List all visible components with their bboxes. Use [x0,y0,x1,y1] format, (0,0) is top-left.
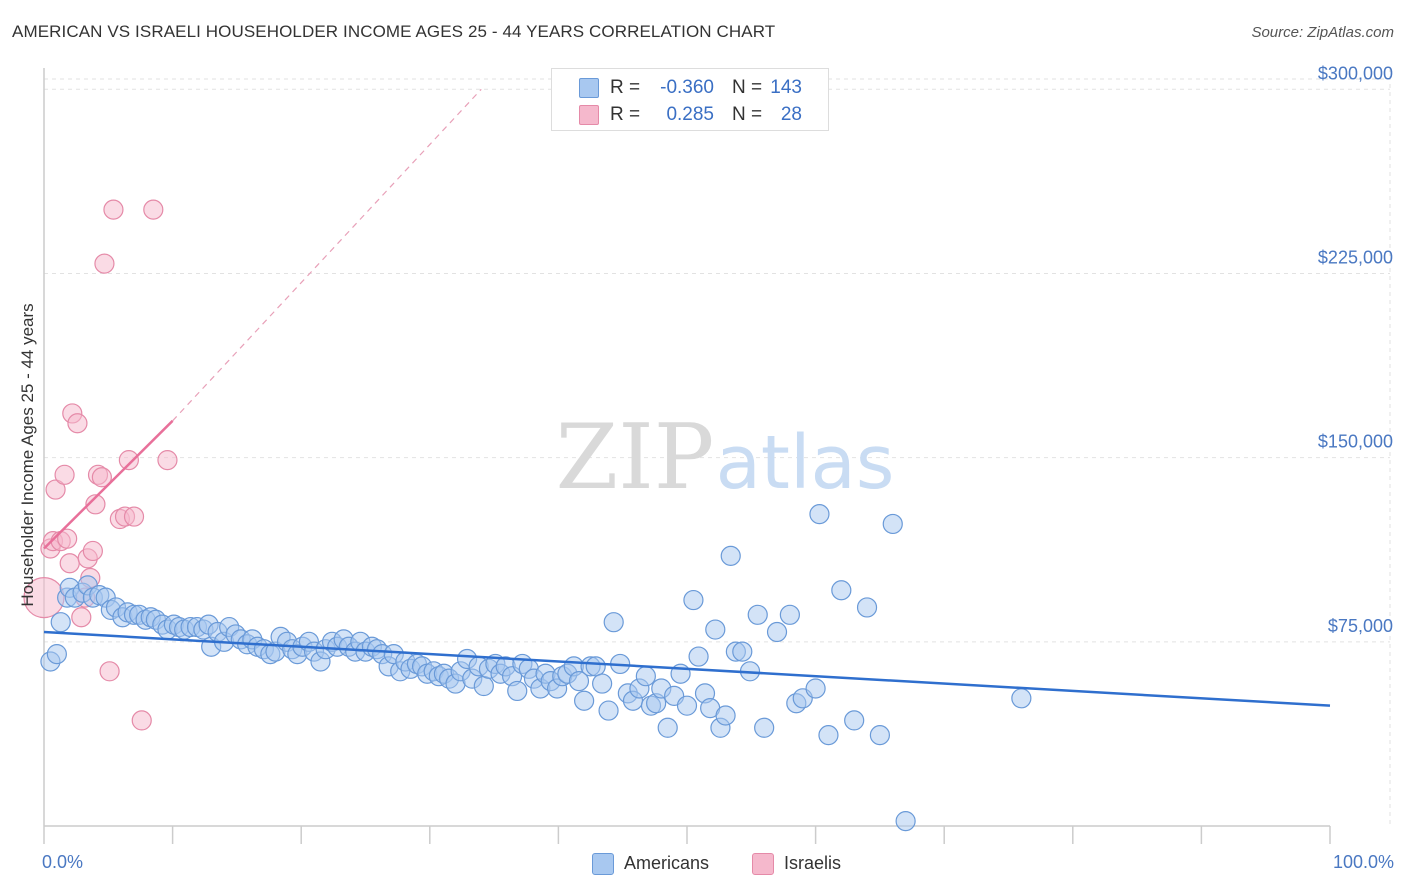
israelis-trend-extension [172,88,482,422]
americans-point [766,621,788,643]
grid-lines [44,68,1391,826]
n-label: N = [732,77,763,98]
source-label: Source: ZipAtlas.com [1251,24,1394,41]
israelis-point [99,661,120,682]
israelis-point [59,553,80,574]
israelis-point [71,607,92,628]
israelis-point [82,540,103,562]
r-label: R = [610,77,641,98]
y-tick-label: $75,000 [1328,616,1393,636]
israelis-point [131,710,152,731]
americans-point [869,725,891,746]
correlation-legend: R = -0.360 N = 143 R = 0.285 N = 28 [551,68,829,131]
legend-swatch-israelis [752,853,774,875]
americans-point [592,673,613,694]
n-value: 28 [780,104,802,125]
israelis-point [45,479,66,500]
americans-point [844,710,865,731]
americans-point [705,619,726,640]
legend-swatch-americans [592,853,614,875]
watermark-zip: ZIP [556,405,715,510]
x-tick-label-min: 0.0% [42,852,84,872]
r-label: R = [610,104,641,125]
axes [43,68,1331,844]
x-tick-label-max: 100.0% [1332,852,1394,872]
israelis-point [157,449,178,471]
israelis-point [57,528,78,549]
legend-row-israelis: R = 0.285 N = 28 [552,102,828,128]
americans-point [895,810,916,832]
americans-point [754,717,775,738]
y-tick-label: $300,000 [1318,63,1393,83]
americans-point [50,612,71,633]
americans-point [818,725,839,746]
americans-point [598,700,619,721]
legend-swatch-israelis [579,105,599,125]
israelis-point [103,199,124,220]
r-value: -0.360 [660,77,714,98]
americans-point [683,589,704,611]
americans-point [805,678,826,699]
americans-point [715,705,736,726]
israelis-point [54,464,75,485]
americans-point [732,641,753,662]
americans-point [779,604,800,625]
americans-point [882,513,903,535]
americans-point [568,671,590,692]
americans-point [635,666,656,687]
r-value: 0.285 [666,104,714,125]
americans-point [676,695,698,716]
watermark: ZIP atlas [556,405,895,510]
israelis-point [143,199,164,220]
israelis-point [94,253,115,274]
y-axis-label: Householder Income Ages 25 - 44 years [18,303,37,607]
americans-point [1011,688,1032,709]
y-tick-label: $225,000 [1318,247,1393,267]
n-label: N = [732,104,763,125]
americans-trend-line [43,630,1331,707]
israelis-points [23,199,178,731]
y-tick-label: $150,000 [1318,432,1393,452]
n-value: 143 [770,77,802,98]
legend-swatch-americans [579,78,599,98]
americans-point [473,675,494,697]
legend-label-israelis: Israelis [784,853,842,873]
legend-row-americans: R = -0.360 N = 143 [552,75,828,101]
americans-point [507,680,528,702]
americans-point [856,597,878,618]
americans-point [747,604,768,625]
y-tick-labels: $75,000 $150,000 $225,000 $300,000 [1318,63,1393,636]
americans-point [657,717,678,738]
americans-point [574,690,595,711]
chart-title: AMERICAN VS ISRAELI HOUSEHOLDER INCOME A… [12,22,776,41]
israelis-point [91,467,112,488]
israelis-point [85,494,106,515]
watermark-atlas: atlas [716,420,895,506]
americans-point [46,643,67,665]
americans-point [831,580,852,601]
americans-point [720,545,741,566]
americans-point [688,646,709,667]
israelis-point [123,506,145,527]
americans-point [585,656,606,677]
legend-label-americans: Americans [624,853,710,873]
israelis-point [118,449,139,471]
americans-point [603,612,624,633]
israelis-trend-line [43,419,174,550]
israelis-point [67,413,88,434]
trend-lines [43,88,1331,707]
americans-points [40,504,1032,832]
americans-point [809,504,830,525]
